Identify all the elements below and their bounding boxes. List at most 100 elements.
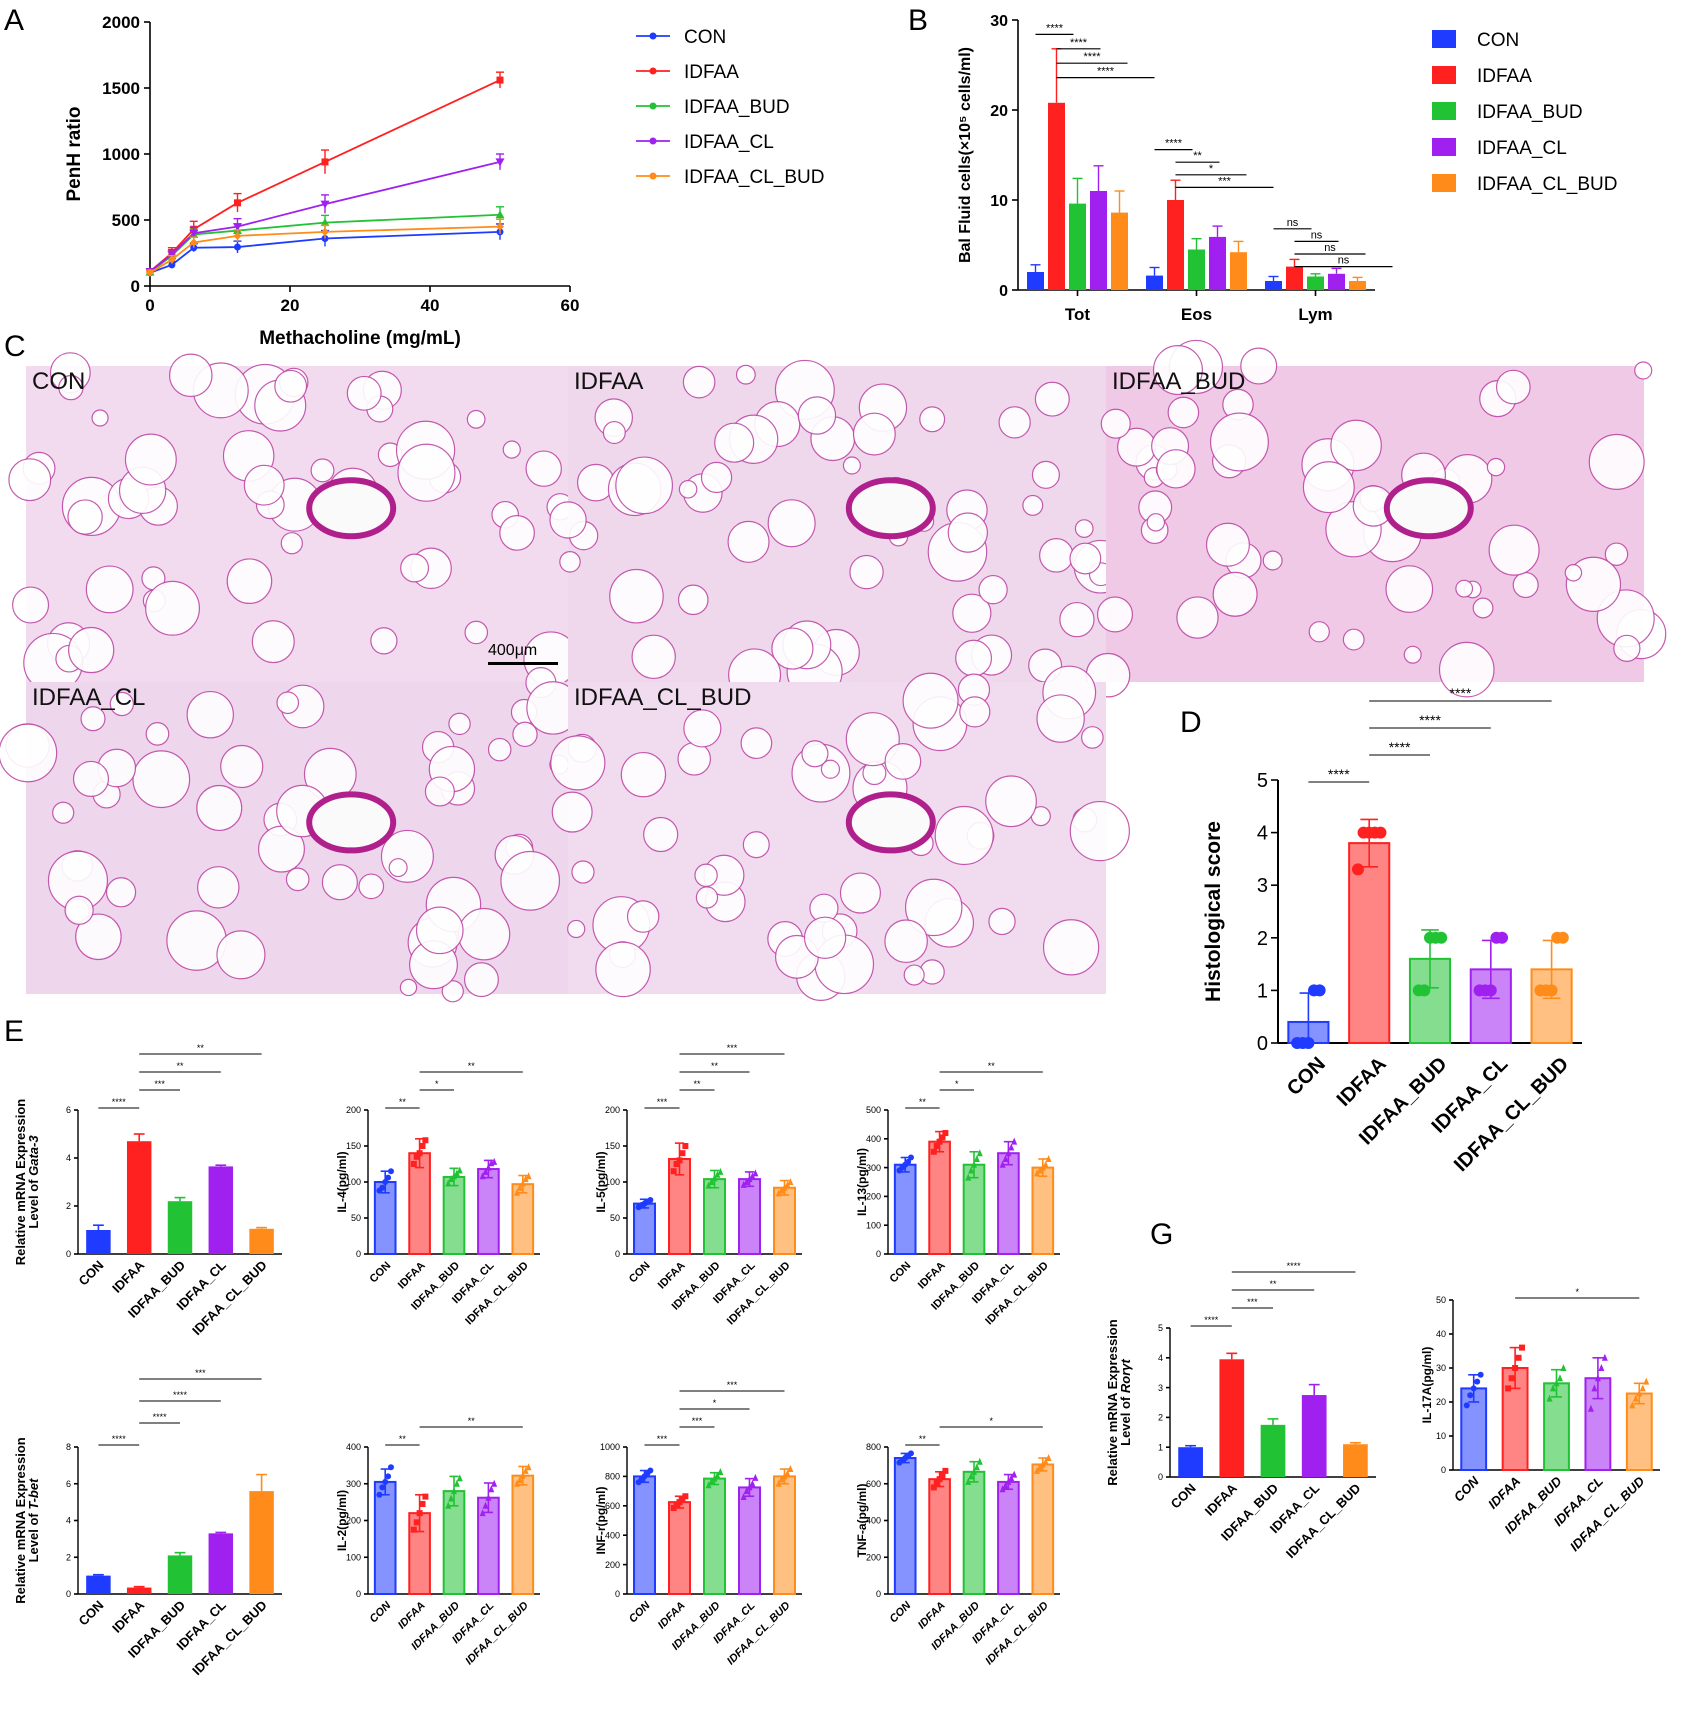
panel-e4-data-point <box>1034 1169 1041 1177</box>
panel-g2-data-point <box>1632 1394 1639 1402</box>
histology-label-idfaa-bud: IDFAA_BUD <box>1112 368 1246 395</box>
panel-e4-data-point <box>968 1166 975 1174</box>
panel-e5-category-label: IDFAA <box>109 1597 148 1636</box>
panel-g1-category-label: IDFAA_CL_BUD <box>1283 1481 1364 1562</box>
panel-e2-data-point <box>451 1172 457 1180</box>
panel-e6-y-label: IL-2(pg/ml) <box>335 1490 349 1551</box>
panel-e3-data-point <box>705 1181 712 1189</box>
alveolus-space <box>714 422 755 463</box>
panel-e7-data-point <box>647 1467 654 1474</box>
panel-e8-data-point <box>930 1484 937 1491</box>
alveolus-space <box>1308 621 1330 643</box>
panel-e8-significance-label: * <box>989 1416 993 1426</box>
panel-b-legend-swatch <box>1432 66 1456 84</box>
panel-g2-data-point <box>1546 1394 1553 1402</box>
panel-b-y-tick-label: 10 <box>990 193 1008 210</box>
panel-d-category-label: IDFAA_CL_BUD <box>1450 1053 1573 1176</box>
panel-e5-bar <box>208 1533 234 1594</box>
panel-g1-bar <box>1178 1447 1203 1477</box>
alveolus-space <box>695 886 719 909</box>
panel-d-data-point <box>1313 984 1326 997</box>
alveolus-space <box>1634 361 1653 380</box>
panel-e5-category-label: IDFAA_CL_BUD <box>189 1598 270 1679</box>
alveolus-space <box>274 369 308 403</box>
panel-e7-bar <box>738 1486 761 1596</box>
panel-e4-bar <box>997 1152 1020 1255</box>
panel-e6-data-point <box>422 1493 429 1500</box>
panel-e7-data-point <box>778 1475 785 1483</box>
panel-e7-data-point <box>714 1471 721 1479</box>
panel-e5-y-tick-label: 2 <box>66 1552 71 1562</box>
panel-e4-y-tick-label: 500 <box>866 1105 881 1115</box>
histology-panel-idfaa: IDFAA <box>568 366 1106 682</box>
alveolus-space <box>978 574 1008 605</box>
panel-e4-y-tick-label: 400 <box>866 1134 881 1144</box>
panel-e6-data-point <box>514 1479 521 1487</box>
panel-a-point <box>496 76 504 84</box>
panel-e7-category-label: CON <box>627 1599 654 1626</box>
panel-g1-y-tick-label: 4 <box>1158 1353 1163 1363</box>
panel-e3-data-point <box>679 1150 686 1157</box>
panel-e2-data-point <box>525 1172 532 1180</box>
panel-e7-data-point <box>717 1467 724 1475</box>
panel-b-significance-label: ns <box>1338 255 1350 267</box>
panel-e8-bar <box>997 1480 1020 1595</box>
panel-g2-y-tick-label: 0 <box>1441 1465 1446 1475</box>
panel-e3-data-point <box>717 1167 724 1175</box>
alveolus-space <box>797 396 837 435</box>
panel-e8-data-point <box>1008 1474 1015 1482</box>
panel-letter-g: G <box>1150 1218 1174 1251</box>
panel-e4-y-tick-label: 100 <box>866 1220 881 1230</box>
panel-e3-significance-label: *** <box>727 1043 738 1053</box>
panel-g1-y-tick-label: 2 <box>1158 1413 1163 1423</box>
panel-g1-y-tick-label: 0 <box>1158 1472 1163 1482</box>
panel-b-bar <box>1307 276 1324 290</box>
panel-a-legend-label: IDFAA_CL <box>684 132 774 153</box>
panel-e7-data-point <box>749 1479 756 1487</box>
panel-e6-significance-label: ** <box>468 1416 476 1426</box>
panel-e3-data-point <box>778 1186 785 1194</box>
alveolus-space <box>499 515 535 551</box>
alveolus-space <box>884 743 922 780</box>
panel-b-bar <box>1048 102 1065 290</box>
panel-e4-data-point <box>965 1173 972 1181</box>
alveolus-space <box>902 672 959 729</box>
panel-e7-data-point <box>752 1473 759 1481</box>
panel-e3-significance-label: *** <box>657 1097 668 1107</box>
panel-e6-data-point <box>485 1493 492 1501</box>
panel-b-bar <box>1349 281 1366 290</box>
panel-g2-data-point <box>1519 1344 1526 1351</box>
panel-b-bar <box>1265 281 1282 290</box>
panel-g1-category-label: IDFAA <box>1202 1480 1241 1519</box>
panel-e6-data-point <box>413 1519 420 1526</box>
panel-e7-bar <box>703 1477 726 1595</box>
panel-e7-y-tick-label: 800 <box>605 1472 620 1482</box>
panel-g2-data-point <box>1463 1402 1470 1409</box>
alveolus-space <box>934 805 994 866</box>
alveolus-space <box>677 584 709 616</box>
panel-e6-category-label: CON <box>368 1599 395 1626</box>
panel-a-point <box>167 250 177 259</box>
panel-g2-category-label: CON <box>1451 1473 1482 1504</box>
alveolus-space <box>947 512 989 553</box>
panel-g2-data-point <box>1594 1374 1601 1382</box>
panel-e4-category-label: CON <box>888 1260 914 1286</box>
panel-e8-data-point <box>1002 1481 1009 1489</box>
panel-g2-data-point <box>1512 1365 1519 1371</box>
panel-g2-y-tick-label: 50 <box>1436 1295 1446 1305</box>
panel-letter-d: D <box>1180 706 1202 739</box>
panel-e5-bar <box>249 1491 274 1594</box>
alveolus-space <box>609 568 664 624</box>
panel-e1-y-tick-label: 2 <box>66 1201 71 1211</box>
panel-e1-bar <box>208 1166 234 1254</box>
panel-b-bar <box>1230 252 1247 290</box>
panel-e3-data-point <box>775 1189 782 1197</box>
panel-e8-data-point <box>1039 1460 1046 1468</box>
alveolus-space <box>8 458 52 502</box>
panel-b-significance-label: **** <box>1046 22 1064 34</box>
panel-g1-bar <box>1301 1395 1327 1477</box>
alveolus-space <box>1212 571 1258 617</box>
panel-e3-data-point <box>711 1174 718 1182</box>
panel-e7-y-tick-label: 200 <box>605 1560 620 1570</box>
panel-e8-data-point <box>942 1467 949 1474</box>
